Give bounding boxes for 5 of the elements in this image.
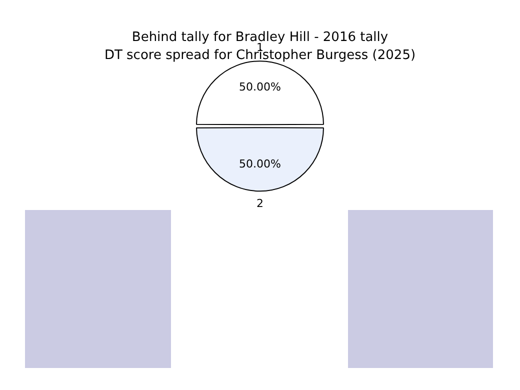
- data-label: 50.00%: [239, 157, 281, 170]
- slice-label: 2: [256, 196, 264, 210]
- data-label: 50.00%: [239, 80, 281, 94]
- chart-title: Behind tally for Bradley Hill - 2016 tally: [132, 30, 388, 46]
- chart-subtitle: DT score spread for Christopher Burgess (2025): [104, 48, 416, 63]
